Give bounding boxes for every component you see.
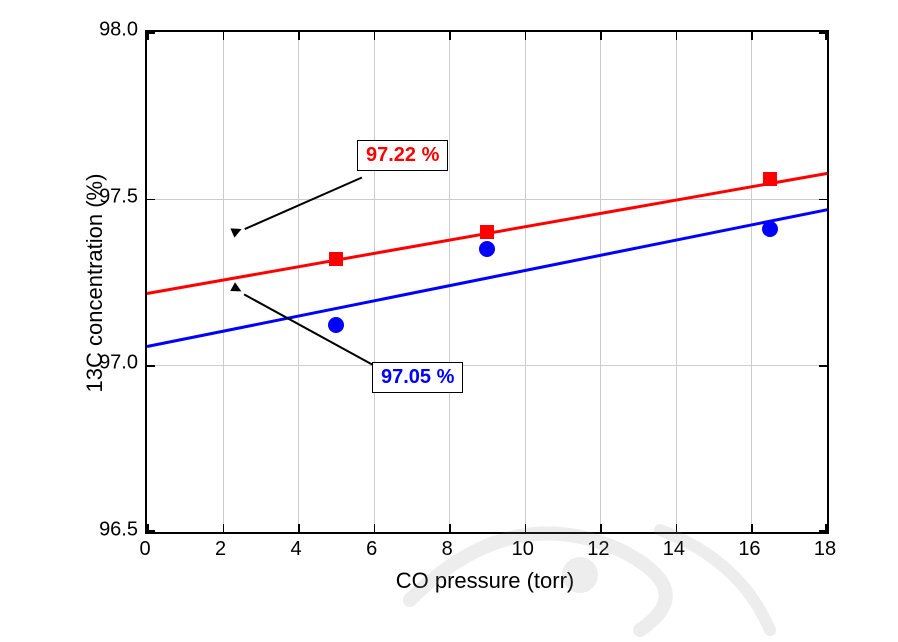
y-tick (147, 199, 155, 201)
blue-annotation-box: 97.05 % (372, 362, 463, 393)
grid-h (147, 199, 827, 200)
y-tick-right (819, 32, 827, 34)
x-tick-top (751, 32, 753, 40)
x-tick-label: 0 (139, 538, 150, 561)
x-tick-label: 2 (215, 538, 226, 561)
x-tick-top (223, 32, 225, 40)
red-annotation-arrow (245, 177, 363, 230)
y-tick (147, 365, 155, 367)
x-tick-top (374, 32, 376, 40)
red-annotation-arrowhead (230, 224, 243, 237)
grid-v (525, 32, 526, 532)
blue-circle-marker (479, 241, 495, 257)
x-tick (223, 524, 225, 532)
y-tick-label: 97.0 (93, 352, 138, 375)
red-annotation-box: 97.22 % (357, 140, 448, 171)
y-tick (147, 32, 155, 34)
x-tick-label: 18 (814, 538, 836, 561)
y-tick-label: 96.5 (93, 519, 138, 542)
watermark-swirl (360, 480, 780, 640)
grid-v (676, 32, 677, 532)
grid-h (147, 365, 827, 366)
grid-v (449, 32, 450, 532)
grid-v (298, 32, 299, 532)
blue-circle-marker (328, 317, 344, 333)
x-tick (298, 524, 300, 532)
x-tick-top (600, 32, 602, 40)
blue-annotation-arrowhead (230, 282, 244, 296)
red-square-marker (480, 225, 494, 239)
grid-v (751, 32, 752, 532)
y-tick-label: 97.5 (93, 185, 138, 208)
y-tick-right (819, 199, 827, 201)
grid-v (374, 32, 375, 532)
y-tick-right (819, 530, 827, 532)
x-tick-top (676, 32, 678, 40)
x-tick-top (298, 32, 300, 40)
x-tick-label: 4 (291, 538, 302, 561)
x-tick-top (525, 32, 527, 40)
y-tick-right (819, 365, 827, 367)
red-square-marker (763, 172, 777, 186)
x-tick-top (449, 32, 451, 40)
y-tick-label: 98.0 (93, 19, 138, 42)
grid-v (223, 32, 224, 532)
blue-circle-marker (762, 221, 778, 237)
grid-v (600, 32, 601, 532)
plot-area: 97.22 % 97.05 % (145, 30, 829, 534)
red-square-marker (329, 252, 343, 266)
y-tick (147, 530, 155, 532)
